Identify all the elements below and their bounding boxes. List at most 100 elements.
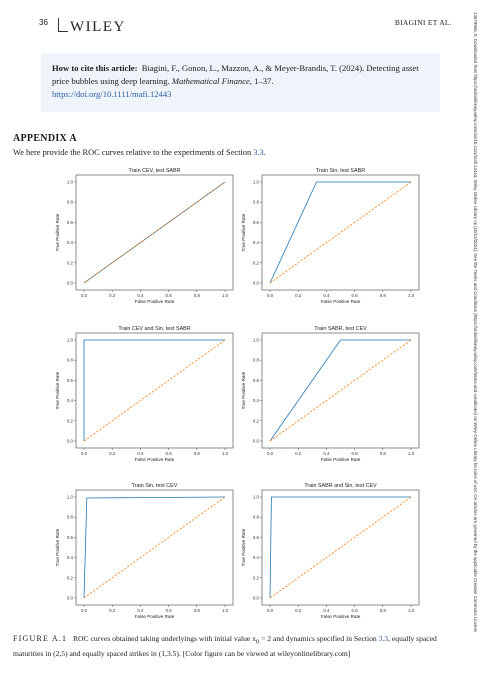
x-tick-label: 1.0 bbox=[408, 451, 415, 456]
y-tick-label: 1.0 bbox=[253, 495, 260, 500]
y-tick-label: 0.0 bbox=[253, 596, 260, 601]
plot-frame bbox=[261, 332, 420, 449]
y-tick-label: 0.0 bbox=[67, 439, 74, 444]
y-tick-label: 0.8 bbox=[67, 200, 74, 205]
roc-panel: Train CEV, test SABR 0.0 0.0 0.2 0.2 0.4 0.4 0.… bbox=[55, 168, 234, 304]
x-tick-label: 0.6 bbox=[352, 293, 359, 298]
y-tick-label: 0.8 bbox=[253, 515, 260, 520]
y-tick-label: 0.2 bbox=[67, 418, 74, 423]
x-tick-label: 0.2 bbox=[109, 451, 116, 456]
x-tick-label: 0.6 bbox=[352, 608, 359, 613]
y-tick-label: 0.6 bbox=[67, 220, 74, 225]
y-tick-label: 0.4 bbox=[67, 398, 74, 403]
roc-panel: Train CEV and Sin, test SABR 0.0 0.0 0.2 0.2… bbox=[55, 326, 234, 462]
y-tick-label: 0.2 bbox=[253, 260, 260, 265]
y-tick-label: 1.0 bbox=[67, 495, 74, 500]
panel-title: Train CEV, test SABR bbox=[128, 168, 180, 174]
roc-curve bbox=[83, 496, 226, 599]
y-tick-label: 0.0 bbox=[67, 281, 74, 286]
plot-frame bbox=[261, 174, 420, 291]
x-tick-label: 0.4 bbox=[137, 451, 144, 456]
x-tick-label: 0.2 bbox=[109, 608, 116, 613]
y-axis-label: True Positive Rate bbox=[55, 528, 60, 566]
chance-line bbox=[83, 496, 226, 599]
roc-curve bbox=[269, 496, 411, 599]
y-tick-label: 0.6 bbox=[253, 535, 260, 540]
y-tick-label: 0.2 bbox=[253, 575, 260, 580]
x-tick-label: 1.0 bbox=[408, 608, 415, 613]
x-tick-label: 1.0 bbox=[222, 293, 229, 298]
citation-box: How to cite this article: Biagini, F., G… bbox=[41, 53, 440, 112]
y-tick-label: 1.0 bbox=[67, 180, 74, 185]
y-tick-label: 0.8 bbox=[67, 515, 74, 520]
x-tick-label: 0.4 bbox=[137, 293, 144, 298]
x-tick-label: 0.2 bbox=[109, 293, 116, 298]
y-axis-label: True Positive Rate bbox=[241, 213, 246, 251]
x-tick-label: 0.0 bbox=[81, 293, 88, 298]
plot-frame bbox=[75, 174, 234, 291]
x-tick-label: 0.8 bbox=[194, 293, 201, 298]
y-tick-label: 0.4 bbox=[253, 555, 260, 560]
y-tick-label: 1.0 bbox=[253, 180, 260, 185]
citation-body: Biagini, F., Gonon, L., Mazzon, A., & Me… bbox=[52, 63, 419, 86]
download-notice-text: 14679965, 0, Downloaded from https://onl… bbox=[473, 12, 478, 632]
x-tick-label: 0.0 bbox=[267, 608, 274, 613]
header-rule-icon bbox=[58, 18, 59, 32]
caption-text-2: = 2 and dynamics specified in Section bbox=[259, 634, 379, 643]
x-tick-label: 0.2 bbox=[295, 608, 302, 613]
y-tick-label: 0.2 bbox=[67, 575, 74, 580]
x-axis-label: False Positive Rate bbox=[321, 614, 361, 619]
chance-line bbox=[269, 181, 412, 284]
x-tick-label: 0.6 bbox=[166, 608, 173, 613]
y-tick-label: 0.4 bbox=[67, 240, 74, 245]
y-tick-label: 0.8 bbox=[253, 358, 260, 363]
plot-frame bbox=[75, 332, 234, 449]
x-axis-label: False Positive Rate bbox=[135, 457, 175, 462]
citation-doi-link[interactable]: https://doi.org/10.1111/mafi.12443 bbox=[52, 89, 172, 99]
y-tick-label: 0.4 bbox=[67, 555, 74, 560]
x-tick-label: 0.0 bbox=[267, 451, 274, 456]
citation-pages: , 1–37. bbox=[249, 76, 274, 86]
section-link[interactable]: 3.3 bbox=[253, 148, 264, 157]
y-tick-label: 0.4 bbox=[253, 398, 260, 403]
y-tick-label: 1.0 bbox=[253, 338, 260, 343]
header-rule-base bbox=[58, 31, 68, 32]
x-axis-label: False Positive Rate bbox=[135, 299, 175, 304]
x-tick-label: 0.6 bbox=[166, 451, 173, 456]
download-notice: 14679965, 0, Downloaded from https://onl… bbox=[470, 12, 480, 688]
x-tick-label: 0.6 bbox=[352, 451, 359, 456]
y-axis-label: True Positive Rate bbox=[241, 371, 246, 409]
roc-panel: Train Sin, test SABR 0.0 0.0 0.2 0.2 0.4 0.4 0.… bbox=[241, 168, 420, 304]
y-tick-label: 0.8 bbox=[67, 358, 74, 363]
y-tick-label: 0.4 bbox=[253, 240, 260, 245]
y-tick-label: 0.8 bbox=[253, 200, 260, 205]
caption-text-1: ROC curves obtained taking underlyings w… bbox=[72, 634, 256, 643]
y-axis-label: True Positive Rate bbox=[55, 213, 60, 251]
y-tick-label: 0.0 bbox=[253, 281, 260, 286]
y-axis-label: True Positive Rate bbox=[241, 528, 246, 566]
panel-title: Train Sin, test CEV bbox=[132, 483, 178, 489]
y-tick-label: 0.2 bbox=[253, 418, 260, 423]
caption-section-link[interactable]: 3.3 bbox=[378, 634, 389, 643]
x-tick-label: 0.0 bbox=[81, 451, 88, 456]
x-tick-label: 0.8 bbox=[380, 608, 387, 613]
appendix-title: APPENDIX A bbox=[13, 133, 77, 144]
roc-curve bbox=[83, 339, 225, 441]
page-header: 36 WILEY BIAGINI ET AL. bbox=[32, 16, 452, 42]
x-tick-label: 0.4 bbox=[137, 608, 144, 613]
x-tick-label: 0.2 bbox=[295, 293, 302, 298]
wiley-logo[interactable]: WILEY bbox=[70, 19, 126, 35]
y-tick-label: 0.0 bbox=[253, 439, 260, 444]
caption-label: FIGURE A.1 bbox=[13, 634, 68, 643]
roc-panel: Train Sin, test CEV 0.0 0.0 0.2 0.2 0.4 0.4 0.6… bbox=[55, 483, 234, 619]
plot-frame bbox=[75, 489, 234, 606]
y-tick-label: 1.0 bbox=[67, 338, 74, 343]
panel-title: Train Sin, test SABR bbox=[316, 168, 365, 174]
caption-subscript: 0 bbox=[256, 638, 260, 646]
appendix-body-suffix: . bbox=[263, 148, 266, 157]
y-tick-label: 0.0 bbox=[67, 596, 74, 601]
x-tick-label: 0.8 bbox=[380, 293, 387, 298]
panel-title: Train SABR and Sin, test CEV bbox=[304, 483, 377, 489]
chance-line bbox=[83, 181, 226, 284]
panel-title: Train CEV and Sin, test SABR bbox=[118, 326, 190, 332]
